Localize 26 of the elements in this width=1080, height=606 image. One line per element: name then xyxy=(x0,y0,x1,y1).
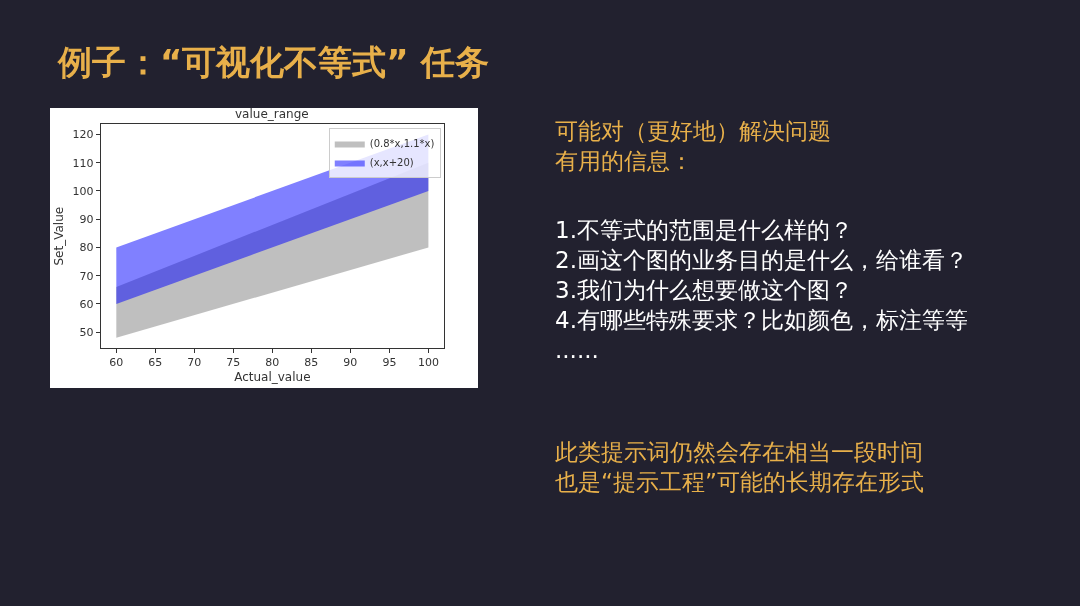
y-tick-label: 110 xyxy=(72,156,94,170)
x-tick-label: 70 xyxy=(187,356,202,370)
y-tick-label: 120 xyxy=(72,128,94,142)
legend-label: (0.8*x,1.1*x) xyxy=(369,138,435,150)
x-tick-label: 80 xyxy=(265,356,280,370)
chart-subtitle: value_range xyxy=(235,107,309,121)
y-axis-title: Set_Value xyxy=(51,206,66,266)
y-tick-label: 80 xyxy=(79,241,94,255)
y-tick-label: 90 xyxy=(79,213,94,227)
x-tick-label: 90 xyxy=(343,356,358,370)
y-tick-label: 100 xyxy=(72,184,94,198)
text: 此类提示词仍然会存在相当一段时间也是“提示工程”可能的长期存在形式 xyxy=(555,439,924,495)
x-tick-label: 85 xyxy=(304,356,319,370)
text: 1.不等式的范围是什么样的？ 2.画这个图的业务目的是什么，给谁看？ 3.我们为什么想要做这个图？ 4.有哪些特殊要求？比如颜色，标注等等 ...... xyxy=(555,217,968,363)
x-tick-label: 75 xyxy=(226,356,241,370)
x-tick-label: 95 xyxy=(382,356,397,370)
x-tick-label: 100 xyxy=(417,356,439,370)
y-tick-label: 60 xyxy=(79,297,94,311)
x-tick-label: 65 xyxy=(148,356,163,370)
chart-title: 例子：“可视化不等式” 任务 xyxy=(57,41,489,82)
x-tick-label: 60 xyxy=(109,356,124,370)
x-axis-title: Actual_value xyxy=(234,370,311,385)
y-tick-label: 50 xyxy=(79,326,94,340)
y-tick-label: 70 xyxy=(79,269,94,283)
text: 可能对（更好地）解决问题有用的信息： xyxy=(555,118,831,174)
legend-label: (x,x+20) xyxy=(369,157,414,169)
